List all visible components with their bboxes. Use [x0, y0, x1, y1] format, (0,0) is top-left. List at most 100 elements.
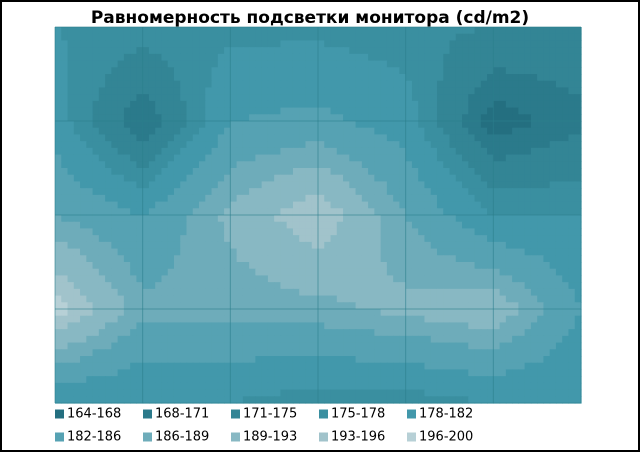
contour-cell	[230, 241, 238, 250]
contour-cell	[80, 262, 87, 270]
contour-cell	[80, 329, 87, 337]
contour-cell	[255, 107, 263, 115]
contour-cell	[242, 114, 250, 122]
contour-cell	[424, 53, 432, 62]
contour-cell	[543, 94, 551, 102]
contour-cell	[86, 382, 94, 391]
contour-cell	[343, 288, 350, 297]
contour-cell	[349, 349, 357, 357]
contour-cell	[543, 396, 551, 404]
contour-cell	[324, 295, 332, 303]
contour-cell	[173, 194, 181, 203]
contour-cell	[242, 282, 250, 290]
contour-cell	[130, 356, 138, 364]
contour-cell	[568, 255, 576, 263]
contour-cell	[405, 275, 413, 283]
contour-cell	[61, 322, 69, 330]
contour-cell	[424, 275, 432, 283]
contour-cell	[474, 87, 482, 95]
contour-cell	[493, 241, 501, 250]
contour-cell	[530, 147, 538, 156]
contour-cell	[292, 47, 300, 55]
contour-cell	[405, 114, 413, 122]
contour-cell	[180, 67, 188, 75]
contour-cell	[155, 174, 163, 183]
contour-cell	[524, 100, 532, 109]
contour-cell	[192, 295, 200, 303]
contour-cell	[399, 67, 407, 75]
contour-cell	[524, 201, 532, 209]
contour-cell	[411, 356, 419, 364]
contour-cell	[249, 315, 256, 324]
contour-cell	[474, 80, 482, 89]
contour-cell	[261, 349, 269, 357]
contour-cell	[336, 282, 344, 290]
contour-cell	[530, 53, 538, 62]
contour-cell	[443, 174, 451, 183]
contour-cell	[130, 309, 138, 317]
contour-cell	[274, 100, 282, 109]
contour-cell	[236, 349, 244, 357]
contour-cell	[455, 168, 463, 176]
contour-cell	[555, 382, 563, 391]
contour-cell	[530, 295, 538, 303]
contour-cell	[374, 141, 382, 149]
contour-cell	[180, 60, 188, 68]
contour-cell	[299, 100, 307, 109]
contour-cell	[148, 188, 156, 196]
contour-cell	[92, 121, 100, 129]
contour-cell	[549, 141, 557, 149]
contour-cell	[280, 174, 288, 183]
contour-cell	[380, 255, 388, 263]
contour-cell	[148, 174, 156, 183]
contour-cell	[148, 208, 156, 216]
contour-cell	[299, 94, 307, 102]
contour-cell	[418, 309, 426, 317]
contour-cell	[86, 268, 94, 277]
contour-cell	[80, 121, 87, 129]
contour-cell	[61, 87, 69, 95]
contour-cell	[61, 275, 69, 283]
contour-cell	[405, 107, 413, 115]
contour-cell	[537, 342, 545, 350]
contour-cell	[199, 309, 206, 317]
contour-cell	[399, 342, 407, 350]
contour-cell	[98, 100, 106, 109]
contour-cell	[318, 342, 325, 350]
contour-cell	[86, 134, 94, 142]
contour-cell	[380, 94, 388, 102]
contour-cell	[61, 194, 69, 203]
contour-cell	[199, 342, 206, 350]
contour-cell	[518, 147, 526, 156]
contour-cell	[280, 127, 288, 136]
contour-cell	[368, 127, 375, 136]
contour-cell	[211, 47, 219, 55]
contour-cell	[186, 302, 194, 310]
contour-cell	[67, 322, 75, 330]
contour-cell	[487, 342, 494, 350]
contour-cell	[374, 208, 382, 216]
contour-cell	[142, 168, 150, 176]
contour-cell	[505, 255, 513, 263]
contour-cell	[249, 60, 256, 68]
contour-cell	[436, 47, 444, 55]
contour-cell	[399, 201, 407, 209]
contour-cell	[399, 262, 407, 270]
contour-cell	[261, 161, 269, 169]
contour-cell	[393, 147, 401, 156]
contour-cell	[455, 161, 463, 169]
contour-cell	[424, 221, 432, 230]
contour-cell	[343, 87, 350, 95]
contour-cell	[280, 389, 288, 397]
contour-cell	[255, 248, 263, 256]
contour-cell	[411, 369, 419, 377]
contour-cell	[292, 288, 300, 297]
contour-cell	[280, 349, 288, 357]
contour-cell	[67, 188, 75, 196]
contour-cell	[568, 228, 576, 236]
contour-cell	[199, 94, 206, 102]
contour-cell	[230, 389, 238, 397]
contour-cell	[380, 201, 388, 209]
contour-cell	[161, 208, 169, 216]
contour-cell	[217, 114, 225, 122]
